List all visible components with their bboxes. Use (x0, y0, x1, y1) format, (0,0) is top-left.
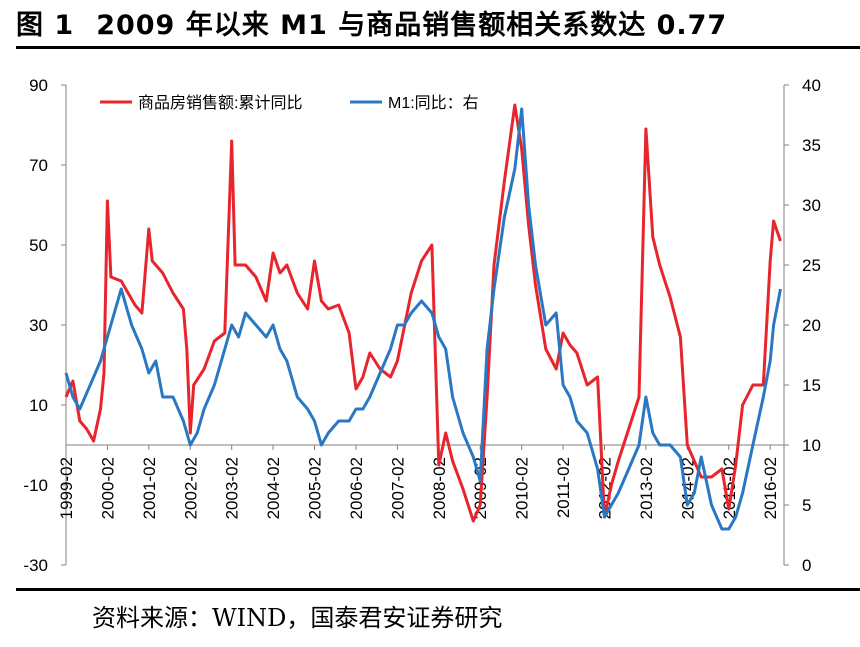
series-line-m1 (64, 107, 782, 531)
line-chart: -30 -10 10 30 50 70 90 0 5 10 15 20 25 30 35 40 1999-02 2… (23, 76, 821, 575)
x-tick-label: 2016-02 (761, 457, 780, 519)
y-left-tick-label: 30 (29, 316, 48, 335)
x-tick-label: 2003-02 (223, 457, 242, 519)
chart-legend: 商品房销售额:累计同比 M1:同比：右 (100, 94, 479, 112)
bottom-rule (16, 588, 860, 591)
x-tick-label: 2000-02 (98, 457, 117, 519)
chart-series (64, 103, 782, 531)
x-tick-label: 2002-02 (181, 457, 200, 519)
y-left-tick-label: 90 (29, 76, 48, 95)
chart-axes: -30 -10 10 30 50 70 90 0 5 10 15 20 25 30 35 40 1999-02 2… (23, 76, 821, 575)
y-left-tick-label: 70 (29, 156, 48, 175)
y-left-tick-label: -10 (23, 476, 48, 495)
x-tick-label: 2013-02 (637, 457, 656, 519)
x-tick-label: 2005-02 (306, 457, 325, 519)
series-line-sales (64, 103, 782, 523)
y-right-tick-label: 40 (802, 76, 821, 95)
figure-title: 图 1 2009 年以来 M1 与商品销售额相关系数达 0.77 (16, 3, 727, 42)
y-right-tick-label: 30 (802, 196, 821, 215)
x-tick-label: 1999-02 (57, 457, 76, 519)
x-tick-label: 2006-02 (347, 457, 366, 519)
y-left-tick-label: 50 (29, 236, 48, 255)
y-right-tick-label: 35 (802, 136, 821, 155)
legend-label: M1:同比：右 (388, 94, 479, 112)
y-right-tick-label: 10 (802, 436, 821, 455)
y-right-tick-label: 20 (802, 316, 821, 335)
y-right-tick-label: 0 (802, 556, 811, 575)
source-note: 资料来源：WIND，国泰君安证券研究 (92, 604, 503, 632)
y-left-tick-label: -30 (23, 556, 48, 575)
x-tick-label: 2012-02 (596, 457, 615, 519)
x-tick-label: 2007-02 (388, 457, 407, 519)
x-tick-label: 2010-02 (513, 457, 532, 519)
top-rule (16, 46, 860, 49)
figure-number: 图 1 (16, 10, 75, 41)
y-left-tick-label: 10 (29, 396, 48, 415)
y-right-tick-label: 5 (802, 496, 811, 515)
legend-label: 商品房销售额:累计同比 (138, 94, 302, 112)
x-tick-label: 2011-02 (554, 457, 573, 518)
y-right-tick-label: 25 (802, 256, 821, 275)
figure-title-text: 2009 年以来 M1 与商品销售额相关系数达 0.77 (96, 10, 728, 41)
y-right-tick-label: 15 (802, 376, 821, 395)
x-tick-label: 2008-02 (430, 457, 449, 519)
x-tick-label: 2001-02 (140, 457, 159, 519)
x-tick-label: 2004-02 (264, 457, 283, 519)
